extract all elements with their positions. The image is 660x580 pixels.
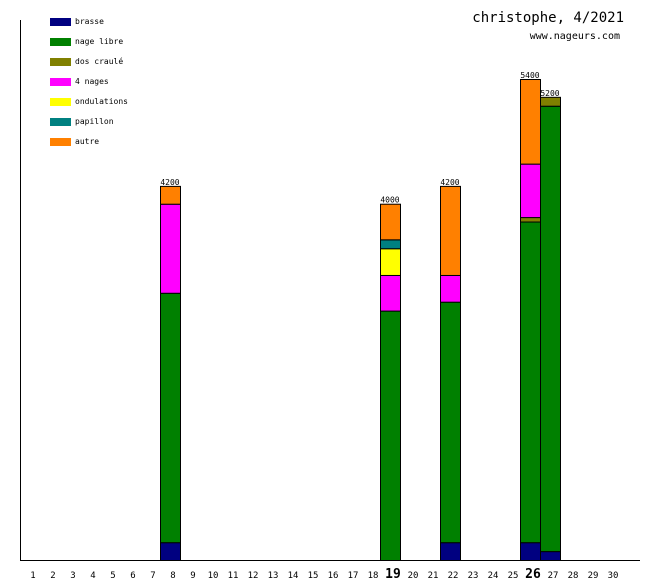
legend-item: brasse (50, 17, 104, 26)
x-tick-label: 28 (568, 571, 579, 580)
legend-item: nage libre (50, 37, 123, 46)
legend-item: autre (50, 137, 99, 146)
legend-swatch (50, 137, 71, 146)
x-tick-label: 27 (548, 571, 559, 580)
bar-segment-nage-libre (380, 310, 401, 561)
bar-segment-4-nages (380, 274, 401, 312)
legend-label: 4 nages (75, 77, 109, 86)
x-tick-label: 25 (508, 571, 519, 580)
x-tick-label: 19 (385, 567, 401, 580)
bar-segment-nage-libre (520, 221, 541, 544)
legend-label: nage libre (75, 37, 124, 46)
x-tick-label: 8 (170, 571, 175, 580)
bar-segment-nage-libre (160, 292, 181, 544)
x-tick-label: 7 (150, 571, 155, 580)
bar-segment-brasse (540, 551, 561, 561)
bar-segment-autre (520, 79, 541, 165)
legend-label: autre (75, 137, 100, 146)
legend-label: ondulations (75, 97, 128, 106)
x-tick-label: 22 (448, 571, 459, 580)
site-link[interactable]: www.nageurs.com (529, 31, 620, 42)
x-tick-label: 1 (30, 571, 35, 580)
legend-item: papillon (50, 117, 114, 126)
total-label: 4200 (440, 178, 459, 187)
total-label: 4000 (380, 196, 399, 205)
bar-segment-brasse (160, 542, 181, 561)
bar-segment-brasse (440, 542, 461, 561)
legend-label: dos craulé (75, 57, 124, 66)
x-tick-label: 12 (248, 571, 259, 580)
x-tick-label: 26 (525, 567, 541, 580)
legend-item: ondulations (50, 97, 128, 106)
bar-segment-autre (160, 185, 181, 205)
x-tick-label: 14 (288, 571, 299, 580)
x-tick-label: 2 (50, 571, 55, 580)
bar-segment-nage-libre (540, 105, 561, 553)
x-tick-label: 30 (608, 571, 619, 580)
bar-segment-autre (440, 185, 461, 276)
x-tick-label: 21 (428, 571, 439, 580)
x-tick-label: 11 (228, 571, 239, 580)
legend-swatch (50, 57, 71, 66)
x-tick-label: 16 (328, 571, 339, 580)
legend-swatch (50, 117, 71, 126)
legend-item: dos craulé (50, 57, 123, 66)
legend-swatch (50, 77, 71, 86)
total-label: 4200 (160, 178, 179, 187)
bar-segment-4-nages (440, 274, 461, 303)
bar-segment-4-nages (520, 163, 541, 219)
x-tick-label: 20 (408, 571, 419, 580)
x-tick-label: 23 (468, 571, 479, 580)
total-label: 5200 (540, 89, 559, 98)
bar-segment-autre (380, 203, 401, 241)
bar-segment-4-nages (160, 203, 181, 294)
legend-swatch (50, 17, 71, 26)
bar-segment-brasse (520, 542, 541, 561)
x-tick-label: 17 (348, 571, 359, 580)
x-tick-label: 29 (588, 571, 599, 580)
legend-label: brasse (75, 17, 104, 26)
legend-swatch (50, 37, 71, 46)
x-tick-label: 15 (308, 571, 319, 580)
x-tick-label: 3 (70, 571, 75, 580)
x-tick-label: 6 (130, 571, 135, 580)
bar-segment-dos-craulé (520, 217, 541, 223)
x-tick-label: 4 (90, 571, 95, 580)
x-tick-label: 18 (368, 571, 379, 580)
x-tick-label: 13 (268, 571, 279, 580)
bar-segment-ondulations (380, 248, 401, 276)
total-label: 5400 (520, 71, 539, 80)
legend-swatch (50, 97, 71, 106)
legend-label: papillon (75, 117, 114, 126)
bar-segment-papillon (380, 239, 401, 250)
x-tick-label: 24 (488, 571, 499, 580)
x-tick-label: 5 (110, 571, 115, 580)
bar-segment-dos-craulé (540, 96, 561, 107)
bar-segment-nage-libre (440, 301, 461, 544)
x-tick-label: 10 (208, 571, 219, 580)
x-tick-label: 9 (190, 571, 195, 580)
chart-title: christophe, 4/2021 (472, 10, 624, 26)
legend-item: 4 nages (50, 77, 109, 86)
